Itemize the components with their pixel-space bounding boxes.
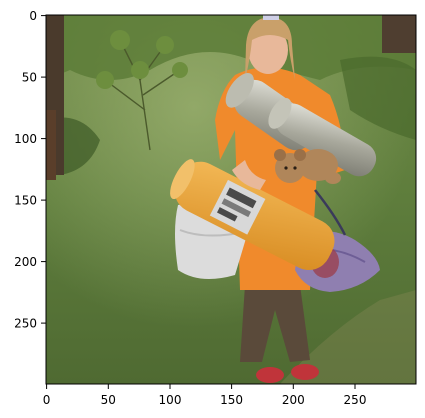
dark-bush-right: [340, 56, 416, 140]
x-tick-label-0: 0: [43, 393, 51, 407]
x-axis: 0 50 100 150 200 250: [43, 384, 367, 407]
face: [248, 26, 288, 74]
sapling-leaves: [96, 30, 188, 89]
y-tick-label-200: 200: [14, 255, 37, 269]
foam-roll-lower: [268, 98, 377, 177]
hair-clip: [263, 15, 279, 20]
y-tick-label-0: 0: [29, 9, 37, 23]
x-tick-label-250: 250: [344, 393, 367, 407]
trousers: [240, 285, 310, 362]
y-tick-label-100: 100: [14, 132, 37, 146]
plot-frame: [45, 14, 417, 385]
tree-trunk-right: [382, 15, 416, 53]
photo: [46, 15, 416, 384]
x-tick-label-200: 200: [282, 393, 305, 407]
y-tick-label-250: 250: [14, 317, 37, 331]
x-tick-label-150: 150: [220, 393, 243, 407]
y-tick-label-150: 150: [14, 194, 37, 208]
teddy-bear: [274, 149, 341, 184]
shoe-right: [291, 364, 319, 380]
shoe-left: [256, 367, 284, 383]
y-tick-label-50: 50: [22, 71, 37, 85]
strap: [314, 189, 347, 236]
trail: [280, 290, 416, 384]
y-axis: 0 50 100 150 200 250: [14, 9, 46, 331]
arm: [232, 160, 266, 190]
tree-trunk-left-lower: [46, 110, 56, 180]
hair: [245, 17, 295, 80]
x-tick-label-100: 100: [159, 393, 182, 407]
orange-sleeping-bag: [170, 159, 335, 271]
x-tick-label-50: 50: [101, 393, 116, 407]
